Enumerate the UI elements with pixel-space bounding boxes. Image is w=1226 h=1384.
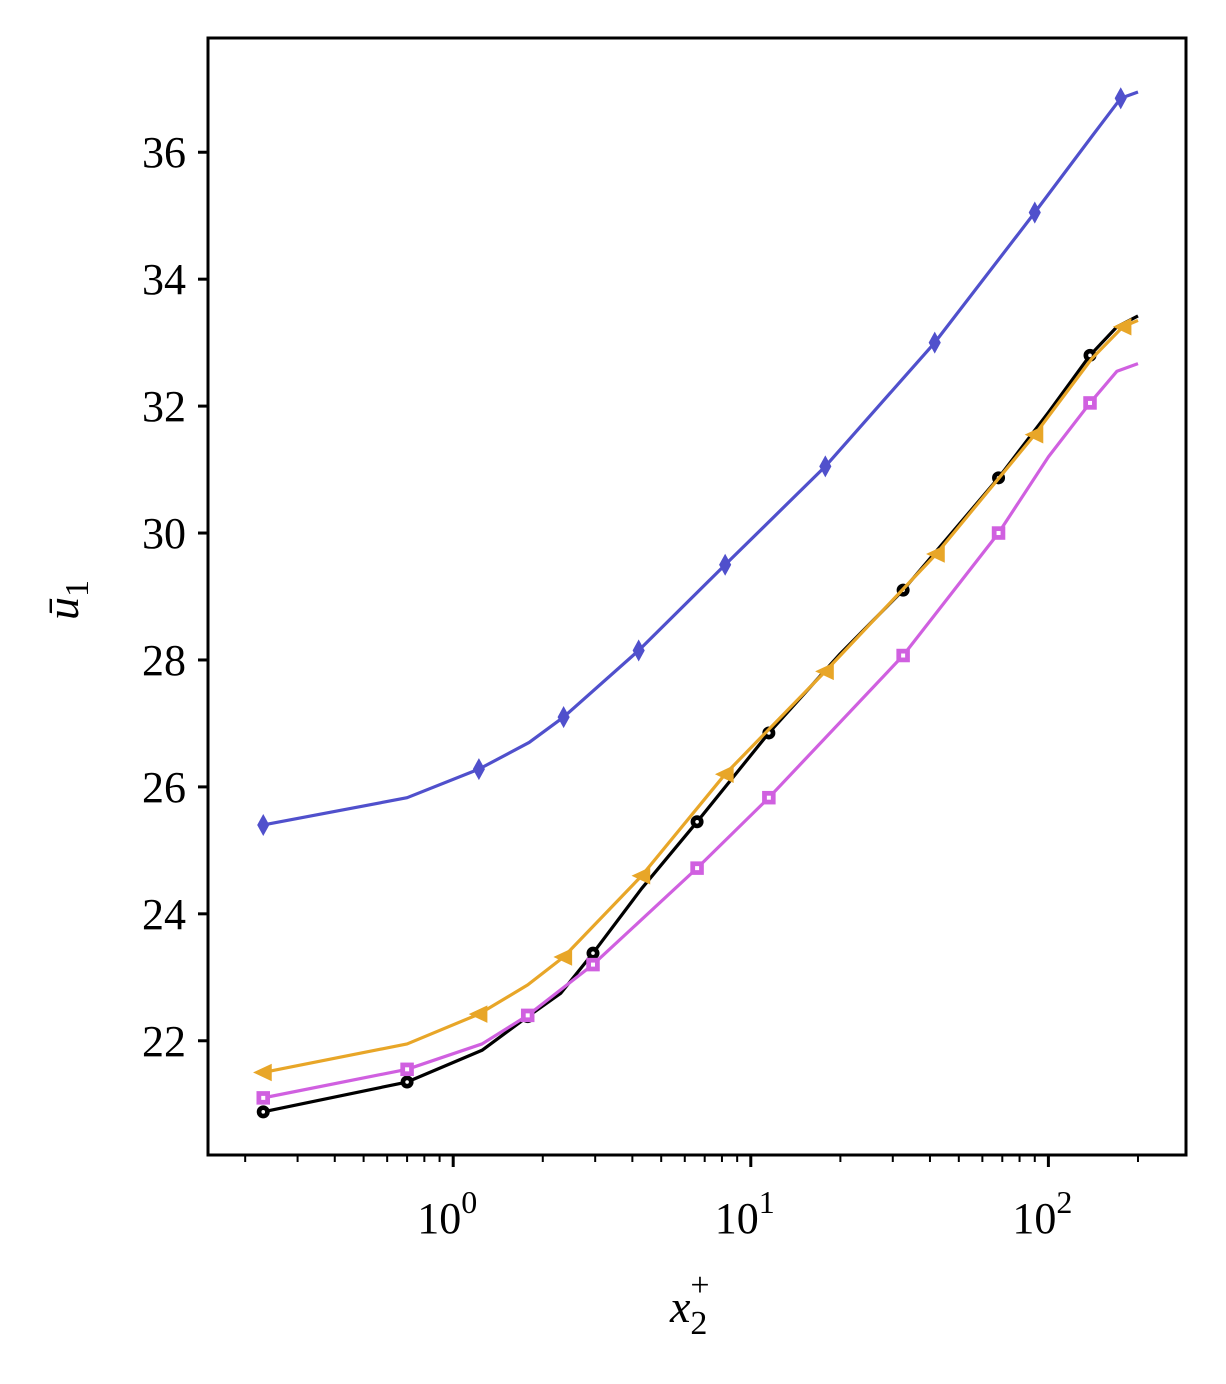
y-tick-label: 32 [142,382,186,431]
series-point [928,331,941,354]
plot-frame [206,36,1188,1157]
series-point [1028,201,1041,224]
series-point [1112,317,1132,336]
series-point-center [261,1110,266,1114]
series-point-center [695,820,699,824]
y-tick-label: 22 [142,1017,186,1066]
series-point-center [1088,353,1092,358]
series-point-center [766,795,771,800]
y-tick-label: 34 [142,255,186,304]
series-point [1114,87,1127,110]
y-tick-label: 30 [142,509,186,558]
x-tick-label: 102 [1012,1184,1072,1243]
series-point-center [591,962,596,967]
series-point-center [996,531,1001,536]
series-line [262,90,1139,827]
series-point [719,553,732,576]
y-tick-label: 28 [142,636,186,685]
series-point [926,545,945,563]
series-3 [253,317,1139,1082]
series-point [1024,425,1044,444]
series-point [714,765,734,783]
series-1 [257,87,1139,837]
series-line [262,314,1139,1114]
series-line [262,318,1139,1075]
series-layer [253,87,1139,1119]
series-point [557,706,570,729]
series-point [553,948,573,966]
series-point-center [591,951,595,955]
series-4 [256,362,1139,1105]
series-point [468,1005,488,1023]
x-tick-label: 101 [715,1184,775,1243]
series-line [262,362,1139,1100]
series-point-center [695,866,700,871]
series-point-center [405,1067,410,1072]
series-point [257,813,270,837]
series-point [253,1063,272,1082]
y-tick-label: 26 [142,763,186,812]
series-point-center [405,1080,409,1084]
series-point-center [261,1095,266,1100]
x-axis-label: x2+ [669,1267,710,1342]
series-point [819,455,832,478]
y-tick-label: 24 [142,890,186,939]
series-point-center [1088,400,1093,405]
series-2 [256,314,1139,1119]
axes-layer: 22 24 26 28 30 32 34 36 100 101 102 [142,128,1139,1243]
series-point [632,639,645,662]
series-point [815,662,834,681]
series-point-center [901,653,906,658]
y-tick-label: 36 [142,128,186,177]
x-tick-label: 100 [417,1184,477,1243]
series-point [472,758,485,781]
series-point-center [525,1013,530,1018]
series-point [631,866,651,885]
y-axis-label: ū1 [37,580,96,620]
